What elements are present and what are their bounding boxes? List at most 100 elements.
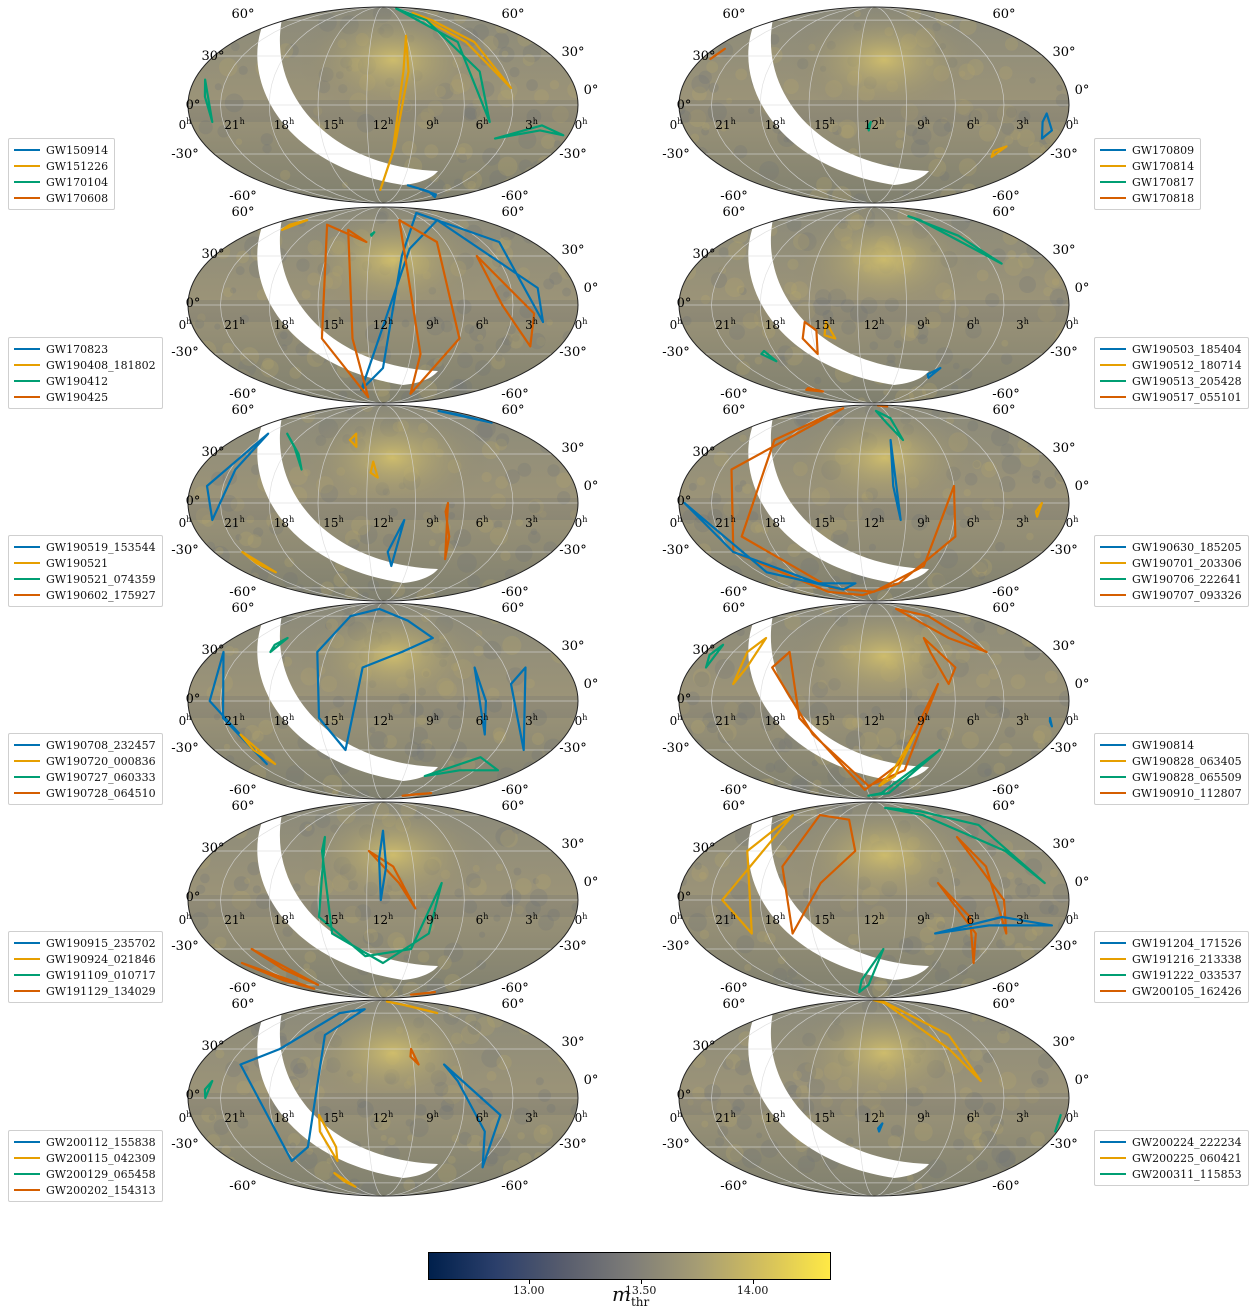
localization-contour: [443, 1063, 502, 1169]
texture-dot: [1024, 928, 1038, 942]
legend-swatch: [14, 165, 40, 167]
masked-region: [748, 603, 929, 781]
texture-dot: [1039, 568, 1055, 585]
texture-dot: [416, 587, 436, 601]
sky-map-p8: 60° 60°30° 30°0°0°-30° -30°-60° -60°0h 21h 18h…: [662, 601, 1089, 800]
texture-dot: [951, 384, 959, 392]
texture-dot: [236, 1080, 251, 1096]
localization-contour: [406, 184, 437, 199]
texture-dot: [683, 622, 701, 639]
lat-label: 0°: [186, 494, 201, 509]
texture-dot: [700, 1100, 713, 1114]
legend-swatch: [14, 562, 40, 564]
lat-label: -30°: [559, 147, 586, 162]
lat-label: 60°: [992, 799, 1015, 814]
texture-dot: [367, 579, 380, 592]
ra-label: 0h: [670, 1110, 683, 1125]
legend-entry: GW170104: [14, 174, 108, 190]
legend-p4: GW190503_185404 GW190512_180714 GW190513_2…: [1094, 337, 1249, 409]
texture-dot: [682, 617, 695, 631]
texture-dot: [341, 181, 348, 189]
masked-region: [748, 7, 929, 185]
texture-dot: [281, 656, 293, 667]
lat-label: -30°: [662, 939, 689, 954]
texture-dot: [998, 1149, 1016, 1168]
texture-dot: [267, 785, 280, 799]
texture-dot: [500, 81, 518, 99]
texture-dot: [1057, 366, 1069, 381]
legend-entry: GW170823: [14, 341, 156, 357]
texture-dot: [818, 513, 825, 520]
lat-label: -30°: [1050, 741, 1077, 756]
texture-dot: [531, 732, 545, 746]
texture-dot: [304, 951, 317, 963]
texture-dot: [922, 382, 938, 399]
texture-dot: [537, 12, 548, 24]
texture-dot: [974, 559, 989, 573]
localization-contour: [1034, 501, 1043, 518]
texture-dot: [845, 1137, 854, 1146]
texture-dot: [679, 876, 688, 887]
lat-label: -30°: [662, 741, 689, 756]
texture-dot: [704, 20, 721, 36]
texture-dot: [1014, 877, 1023, 886]
localization-contour: [348, 432, 358, 448]
texture-dot: [768, 34, 780, 45]
texture-dot: [913, 324, 929, 340]
texture-dot: [546, 584, 563, 601]
texture-dot: [1037, 741, 1046, 749]
legend-label: GW170608: [46, 191, 109, 205]
texture-dot: [549, 271, 563, 285]
legend-label: GW190707_093326: [1132, 588, 1242, 602]
texture-dot: [978, 1130, 998, 1150]
texture-dot: [196, 340, 217, 361]
texture-dot: [859, 712, 868, 721]
localization-contour: [876, 405, 889, 408]
texture-dot: [939, 171, 950, 182]
legend-label: GW191109_010717: [46, 968, 156, 982]
texture-dot: [1004, 135, 1014, 145]
texture-dot: [529, 888, 548, 907]
texture-dot: [722, 1058, 734, 1070]
legend-swatch: [14, 776, 40, 778]
bright-region: [789, 207, 979, 315]
texture-dot: [214, 936, 227, 949]
texture-dot: [465, 1000, 484, 1012]
lat-label: 60°: [501, 205, 524, 220]
texture-dot: [1049, 288, 1068, 307]
texture-dot: [530, 709, 547, 727]
colorbar-gradient: [428, 1252, 831, 1280]
texture-dot: [1050, 29, 1066, 45]
legend-label: GW190720_000836: [46, 754, 156, 768]
lat-label: -60°: [720, 585, 747, 600]
legend-label: GW200202_154313: [46, 1183, 156, 1197]
legend-swatch: [14, 578, 40, 580]
localization-contour: [858, 947, 885, 994]
texture-dot: [899, 729, 913, 743]
localization-contour: [250, 947, 320, 986]
lat-label: 0°: [677, 1088, 692, 1103]
texture-dot: [971, 1014, 979, 1022]
texture-dot: [225, 816, 240, 831]
texture-dot: [518, 159, 533, 174]
texture-dot: [827, 121, 839, 133]
texture-dot: [713, 451, 730, 467]
texture-dot: [1037, 303, 1056, 323]
lat-label: 0°: [1075, 875, 1090, 890]
texture-dot: [978, 124, 997, 142]
legend-entry: GW170817: [1100, 174, 1194, 190]
texture-dot: [1057, 823, 1069, 837]
localization-contour: [493, 124, 565, 140]
texture-dot: [188, 182, 193, 192]
texture-dot: [214, 978, 230, 994]
texture-dot: [534, 1027, 544, 1037]
texture-dot: [209, 1154, 228, 1174]
texture-dot: [976, 269, 989, 282]
lat-label: -60°: [992, 585, 1019, 600]
localization-contour: [395, 7, 491, 124]
texture-dot: [387, 1137, 396, 1146]
texture-dot: [761, 325, 776, 339]
texture-dot: [853, 745, 860, 753]
lat-label: -30°: [171, 1137, 198, 1152]
texture-dot: [1005, 106, 1017, 118]
